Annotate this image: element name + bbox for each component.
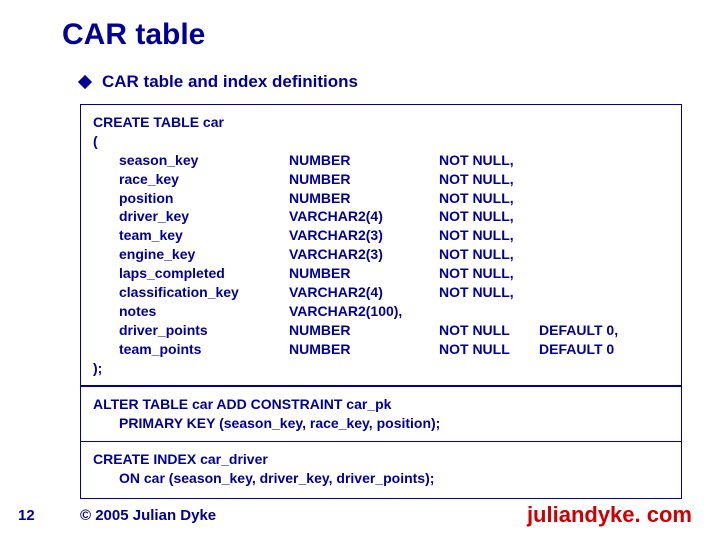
col-type: VARCHAR2(3) <box>289 226 439 245</box>
col-type: NUMBER <box>289 170 439 189</box>
table-row: team_key VARCHAR2(3) NOT NULL, <box>119 226 669 245</box>
subtitle-row: CAR table and index definitions <box>80 72 358 92</box>
col-type: VARCHAR2(100), <box>289 302 439 321</box>
index-line1: CREATE INDEX car_driver <box>93 450 669 469</box>
close-paren: ); <box>93 359 669 378</box>
page-number: 12 <box>18 507 35 524</box>
col-default <box>539 245 649 264</box>
col-default <box>539 151 649 170</box>
col-name: driver_key <box>119 207 289 226</box>
index-line2: ON car (season_key, driver_key, driver_p… <box>119 469 669 488</box>
col-type: NUMBER <box>289 151 439 170</box>
alter-line2: PRIMARY KEY (season_key, race_key, posit… <box>119 414 669 433</box>
diamond-bullet-icon <box>78 75 92 89</box>
col-name: notes <box>119 302 289 321</box>
col-constraint <box>439 302 539 321</box>
col-default <box>539 170 649 189</box>
col-default <box>539 302 649 321</box>
col-constraint: NOT NULL, <box>439 207 539 226</box>
col-constraint: NOT NULL, <box>439 264 539 283</box>
col-constraint: NOT NULL <box>439 321 539 340</box>
col-type: NUMBER <box>289 189 439 208</box>
separator-line <box>81 385 681 387</box>
table-row: classification_key VARCHAR2(4) NOT NULL, <box>119 283 669 302</box>
table-row: team_points NUMBER NOT NULL DEFAULT 0 <box>119 340 669 359</box>
table-row: driver_key VARCHAR2(4) NOT NULL, <box>119 207 669 226</box>
create-header: CREATE TABLE car <box>93 113 669 132</box>
col-type: VARCHAR2(3) <box>289 245 439 264</box>
table-row: notes VARCHAR2(100), <box>119 302 669 321</box>
col-name: position <box>119 189 289 208</box>
separator-line <box>81 441 681 443</box>
col-type: VARCHAR2(4) <box>289 207 439 226</box>
col-type: NUMBER <box>289 321 439 340</box>
col-default <box>539 207 649 226</box>
alter-line1: ALTER TABLE car ADD CONSTRAINT car_pk <box>93 395 669 414</box>
col-constraint: NOT NULL, <box>439 189 539 208</box>
open-paren: ( <box>93 132 669 151</box>
col-constraint: NOT NULL, <box>439 151 539 170</box>
col-constraint: NOT NULL <box>439 340 539 359</box>
col-name: team_key <box>119 226 289 245</box>
sql-code-box: CREATE TABLE car ( season_key NUMBER NOT… <box>80 104 682 499</box>
table-row: race_key NUMBER NOT NULL, <box>119 170 669 189</box>
col-constraint: NOT NULL, <box>439 170 539 189</box>
table-row: position NUMBER NOT NULL, <box>119 189 669 208</box>
col-default <box>539 264 649 283</box>
col-default <box>539 189 649 208</box>
table-row: driver_points NUMBER NOT NULL DEFAULT 0, <box>119 321 669 340</box>
col-default: DEFAULT 0 <box>539 340 649 359</box>
col-type: VARCHAR2(4) <box>289 283 439 302</box>
col-name: laps_completed <box>119 264 289 283</box>
subtitle-text: CAR table and index definitions <box>102 72 358 92</box>
col-name: driver_points <box>119 321 289 340</box>
col-name: classification_key <box>119 283 289 302</box>
table-row: season_key NUMBER NOT NULL, <box>119 151 669 170</box>
table-row: laps_completed NUMBER NOT NULL, <box>119 264 669 283</box>
copyright-text: © 2005 Julian Dyke <box>80 507 216 524</box>
slide-title: CAR table <box>62 18 205 52</box>
col-type: NUMBER <box>289 264 439 283</box>
col-default <box>539 283 649 302</box>
col-name: team_points <box>119 340 289 359</box>
col-constraint: NOT NULL, <box>439 226 539 245</box>
col-constraint: NOT NULL, <box>439 283 539 302</box>
site-url: juliandyke. com <box>527 502 692 528</box>
col-name: season_key <box>119 151 289 170</box>
col-name: race_key <box>119 170 289 189</box>
col-default: DEFAULT 0, <box>539 321 649 340</box>
col-default <box>539 226 649 245</box>
col-name: engine_key <box>119 245 289 264</box>
table-row: engine_key VARCHAR2(3) NOT NULL, <box>119 245 669 264</box>
col-constraint: NOT NULL, <box>439 245 539 264</box>
col-type: NUMBER <box>289 340 439 359</box>
